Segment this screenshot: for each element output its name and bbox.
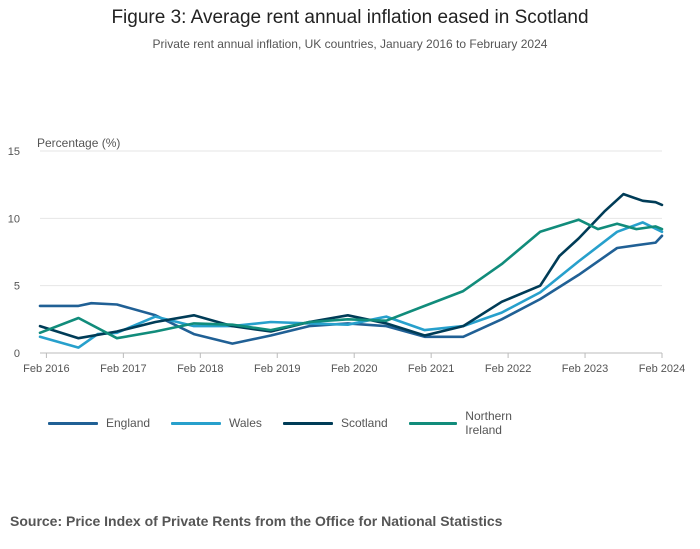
source-note: Source: Price Index of Private Rents fro… bbox=[10, 513, 503, 529]
legend-swatch bbox=[171, 421, 221, 425]
x-tick-label: Feb 2016 bbox=[23, 363, 69, 375]
series-line-northern-ireland bbox=[38, 218, 664, 340]
series-line-wales bbox=[38, 221, 664, 349]
y-tick-label: 5 bbox=[14, 281, 20, 293]
legend-swatch bbox=[283, 421, 333, 425]
legend-swatch bbox=[48, 421, 98, 425]
x-tick-label: Feb 2017 bbox=[100, 363, 146, 375]
legend-label: Northern Ireland bbox=[465, 409, 512, 437]
legend-label: Wales bbox=[229, 416, 262, 430]
x-tick-label: Feb 2021 bbox=[408, 363, 454, 375]
y-tick-label: 15 bbox=[8, 146, 20, 158]
x-tick-label: Feb 2024 bbox=[639, 363, 685, 375]
legend-item-wales[interactable]: Wales bbox=[171, 409, 283, 437]
series-line-scotland bbox=[38, 192, 664, 340]
legend-label: England bbox=[106, 416, 151, 430]
legend-label: Scotland bbox=[341, 416, 388, 430]
chart-subtitle: Private rent annual inflation, UK countr… bbox=[152, 37, 548, 51]
legend-item-england[interactable]: England bbox=[48, 409, 171, 437]
chart-title: Figure 3: Average rent annual inflation … bbox=[111, 7, 589, 28]
y-tick-label: 0 bbox=[14, 348, 20, 360]
y-axis-label: Percentage (%) bbox=[37, 136, 121, 150]
line-chart: 0 5 10 15 Feb 2016 Feb 2017 Feb 2018 Feb 2019 Fe… bbox=[8, 146, 685, 375]
x-tick-label: Feb 2018 bbox=[177, 363, 223, 375]
legend-swatch bbox=[409, 421, 458, 425]
x-tick-label: Feb 2019 bbox=[254, 363, 300, 375]
y-tick-label: 10 bbox=[8, 213, 20, 225]
x-tick-label: Feb 2023 bbox=[562, 363, 608, 375]
legend-item-scotland[interactable]: Scotland bbox=[283, 409, 409, 437]
x-tick-label: Feb 2022 bbox=[485, 363, 531, 375]
x-tick-label: Feb 2020 bbox=[331, 363, 377, 375]
legend-item-northern-ireland[interactable]: Northern Ireland bbox=[409, 409, 549, 437]
chart-legend: England Wales Scotland Northern Ireland bbox=[48, 409, 549, 437]
